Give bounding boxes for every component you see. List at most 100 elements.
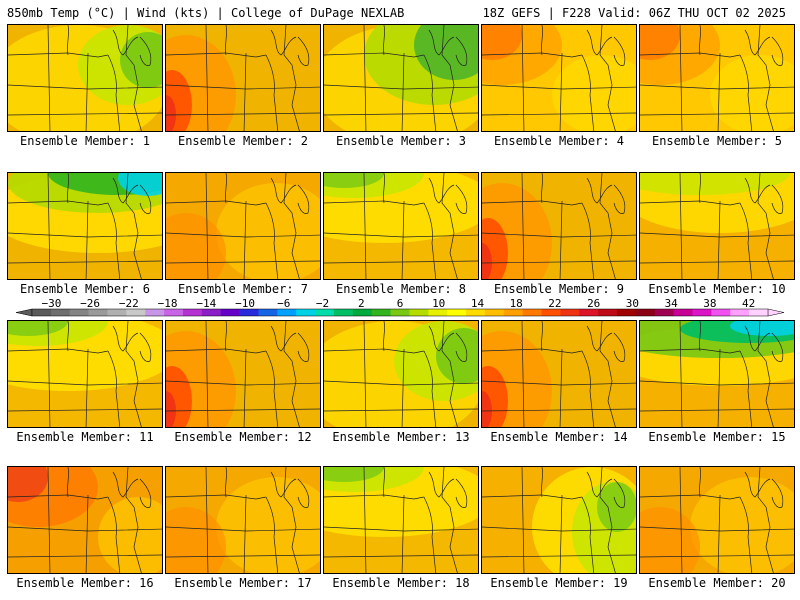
ensemble-member-label: Ensemble Member: 11 — [16, 430, 154, 444]
colorbar-swatch — [598, 309, 618, 316]
colorbar-tick-label: 38 — [703, 298, 716, 310]
colorbar-swatch — [560, 309, 580, 316]
colorbar-swatch — [296, 309, 316, 316]
colorbar-tick-label: 10 — [432, 298, 445, 310]
ensemble-member-map — [7, 466, 163, 574]
ensemble-member-map — [323, 320, 479, 428]
colorbar-swatch — [315, 309, 335, 316]
colorbar-swatch — [617, 309, 637, 316]
colorbar-swatch — [107, 309, 127, 316]
ensemble-member-label: Ensemble Member: 7 — [177, 282, 309, 296]
colorbar-swatch — [333, 309, 354, 316]
colorbar-tick-label: 14 — [471, 298, 485, 310]
ensemble-member-label: Ensemble Member: 9 — [493, 282, 625, 296]
colorbar-swatch — [654, 309, 674, 316]
colorbar-swatch — [749, 309, 769, 316]
colorbar-swatch — [50, 309, 71, 316]
colorbar-swatch — [164, 309, 184, 316]
ensemble-member-map — [481, 466, 637, 574]
colorbar-tick-label: −18 — [158, 298, 178, 310]
colorbar-tick-label: 6 — [397, 298, 404, 310]
ensemble-member-label: Ensemble Member: 16 — [16, 576, 154, 590]
ensemble-member-map — [639, 172, 795, 280]
ensemble-member-map — [7, 320, 163, 428]
temperature-colorbar: −30 −26 −22 −18 −14 −10 −6 −2 2 6 10 14 18 22 26 30 34 38… — [0, 298, 800, 322]
colorbar-swatch — [352, 309, 372, 316]
colorbar-swatch — [522, 309, 542, 316]
colorbar-swatch — [182, 309, 203, 316]
ensemble-member-map — [639, 320, 795, 428]
colorbar-tick-label: −26 — [80, 298, 100, 310]
ensemble-member-label: Ensemble Member: 5 — [651, 134, 783, 148]
ensemble-member-map — [481, 320, 637, 428]
colorbar-swatch — [692, 309, 712, 316]
ensemble-member-label: Ensemble Member: 15 — [648, 430, 786, 444]
ensemble-member-map — [639, 466, 795, 574]
ensemble-member-map — [7, 172, 163, 280]
ensemble-member-map — [481, 172, 637, 280]
ensemble-member-label: Ensemble Member: 20 — [648, 576, 786, 590]
colorbar-tick-label: 2 — [358, 298, 365, 310]
colorbar-tick-label: −10 — [235, 298, 255, 310]
colorbar-swatch — [730, 309, 750, 316]
ensemble-member-label: Ensemble Member: 8 — [335, 282, 467, 296]
ensemble-member-label: Ensemble Member: 6 — [19, 282, 151, 296]
colorbar-swatch — [390, 309, 410, 316]
colorbar-swatch — [277, 309, 297, 316]
ensemble-member-map — [323, 466, 479, 574]
ensemble-member-label: Ensemble Member: 1 — [19, 134, 151, 148]
colorbar-swatch — [220, 309, 240, 316]
ensemble-member-map — [165, 320, 321, 428]
colorbar-tick-label: −30 — [41, 298, 61, 310]
colorbar-swatch — [466, 309, 486, 316]
colorbar-swatch — [428, 309, 448, 316]
colorbar-swatch — [69, 309, 89, 316]
colorbar-swatch — [503, 309, 523, 316]
colorbar-tick-label: 22 — [548, 298, 561, 310]
colorbar-swatch — [447, 309, 467, 316]
ensemble-member-label: Ensemble Member: 12 — [174, 430, 312, 444]
colorbar-tick-label: 34 — [665, 298, 679, 310]
ensemble-member-label: Ensemble Member: 17 — [174, 576, 312, 590]
ensemble-member-map — [165, 172, 321, 280]
colorbar-tick-label: −6 — [277, 298, 290, 310]
colorbar-swatch — [579, 309, 599, 316]
ensemble-member-label: Ensemble Member: 13 — [332, 430, 470, 444]
ensemble-member-map — [7, 24, 163, 132]
colorbar-tick-label: 30 — [626, 298, 639, 310]
ensemble-member-label: Ensemble Member: 18 — [332, 576, 470, 590]
colorbar-tick-label: 26 — [587, 298, 600, 310]
colorbar-swatch — [145, 309, 165, 316]
ensemble-member-label: Ensemble Member: 10 — [648, 282, 786, 296]
colorbar-swatch — [541, 309, 561, 316]
colorbar-tick-label: 18 — [510, 298, 523, 310]
ensemble-member-label: Ensemble Member: 2 — [177, 134, 309, 148]
colorbar-tick-label: −22 — [119, 298, 139, 310]
ensemble-member-label: Ensemble Member: 4 — [493, 134, 625, 148]
colorbar-swatch — [201, 309, 222, 316]
ensemble-member-map — [481, 24, 637, 132]
colorbar-swatch — [409, 309, 429, 316]
colorbar-tick-label: 42 — [742, 298, 755, 310]
colorbar-swatch — [88, 309, 108, 316]
header-left-title: 850mb Temp (°C) | Wind (kts) | College o… — [7, 6, 405, 20]
colorbar-swatch — [371, 309, 391, 316]
ensemble-member-map — [639, 24, 795, 132]
colorbar-swatch — [239, 309, 259, 316]
ensemble-member-map — [165, 466, 321, 574]
colorbar-swatch — [126, 309, 146, 316]
colorbar-swatch — [711, 309, 731, 316]
colorbar-swatch — [32, 309, 52, 316]
ensemble-member-label: Ensemble Member: 3 — [335, 134, 467, 148]
colorbar-swatch — [258, 309, 278, 316]
ensemble-member-label: Ensemble Member: 19 — [490, 576, 628, 590]
ensemble-member-map — [323, 172, 479, 280]
colorbar-swatch — [673, 309, 693, 316]
colorbar-swatch — [484, 309, 505, 316]
colorbar-swatch — [635, 309, 656, 316]
header-run-info: 18Z GEFS | F228 Valid: 06Z THU OCT 02 20… — [482, 6, 786, 20]
ensemble-member-map — [323, 24, 479, 132]
ensemble-member-map — [165, 24, 321, 132]
colorbar-tick-label: −2 — [316, 298, 329, 310]
ensemble-member-label: Ensemble Member: 14 — [490, 430, 628, 444]
